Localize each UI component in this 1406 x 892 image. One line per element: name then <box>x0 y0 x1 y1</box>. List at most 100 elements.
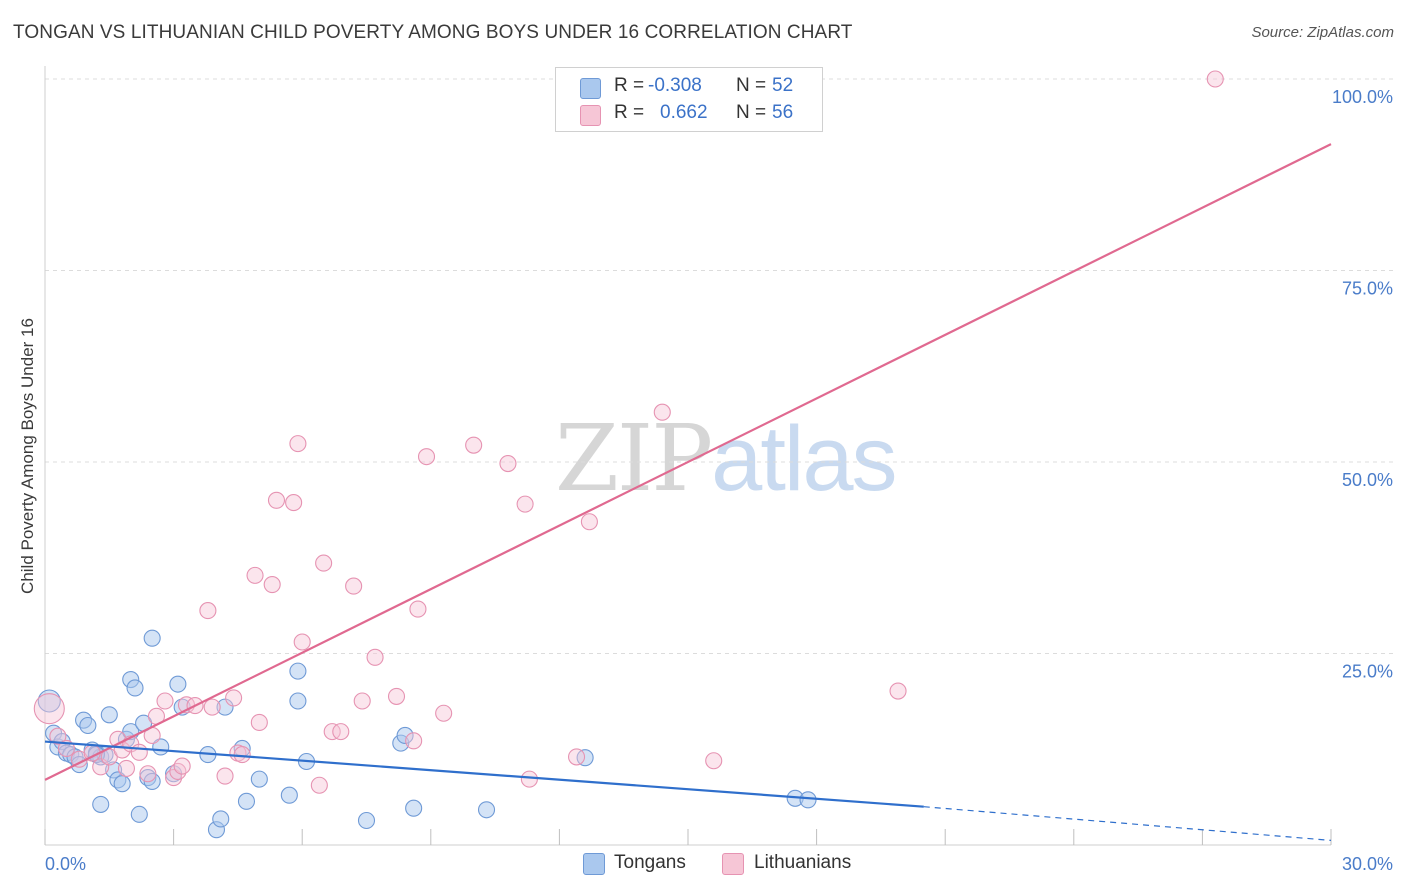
lithuanian-point <box>285 494 303 512</box>
lithuanian-point <box>267 491 286 509</box>
tongan-point <box>289 692 307 710</box>
tongan-point <box>100 706 118 724</box>
lithuanian-point <box>520 770 538 788</box>
tongan-point <box>396 726 414 745</box>
lithuanian-point <box>387 687 406 705</box>
x-tick-label: 30.0% <box>1342 854 1393 874</box>
legend-label-tongans: Tongans <box>614 852 686 873</box>
lithuanian-point <box>567 748 586 766</box>
legend-r-label: R = <box>614 102 645 123</box>
lithuanian-point <box>203 698 221 716</box>
y-tick-label: 50.0% <box>1342 470 1393 490</box>
tongan-point <box>237 792 256 810</box>
lithuanian-trend-line <box>44 143 1332 781</box>
tongan-point <box>92 795 110 813</box>
y-tick-label: 25.0% <box>1342 662 1393 682</box>
legend-r-value: 0.662 <box>660 102 708 123</box>
lithuanian-point <box>323 723 341 741</box>
tongan-point <box>113 775 131 793</box>
tongan-point <box>576 749 594 767</box>
lithuanian-point <box>465 436 483 454</box>
tongan-point <box>79 716 97 735</box>
legend-n-value: 52 <box>772 75 794 96</box>
legend-n-label: N = <box>736 102 767 123</box>
series-legend: Tongans Lithuanians <box>0 852 1406 878</box>
legend-r-label: R = <box>614 75 645 96</box>
lithuanian-point <box>417 448 436 466</box>
legend-n-value: 56 <box>772 102 794 123</box>
lithuanian-point <box>405 732 423 750</box>
tongan-trend-extension <box>923 806 1332 842</box>
y-tick-label: 100.0% <box>1332 87 1393 107</box>
tongan-point <box>130 805 148 823</box>
watermark-zip: ZIP <box>555 405 713 512</box>
legend-row-tongans: R = -0.308 N = 52 <box>556 75 822 101</box>
legend-label-lithuanians: Lithuanians <box>754 852 852 873</box>
lithuanian-point <box>1206 70 1224 88</box>
lithuanian-point <box>293 633 311 651</box>
tongan-point <box>37 689 61 713</box>
tick-labels: 25.0% 50.0% 75.0% 100.0% 0.0% 30.0% <box>45 87 1393 874</box>
lithuanian-point <box>173 757 191 775</box>
lithuanian-point <box>49 727 67 745</box>
legend-r-value: -0.308 <box>648 75 702 96</box>
lithuanian-point <box>889 682 907 700</box>
tongan-point <box>799 791 817 809</box>
tongan-point <box>289 662 307 680</box>
lithuanian-point <box>130 743 148 761</box>
lithuanian-point <box>499 454 517 473</box>
lithuanian-point <box>435 704 453 722</box>
y-tick-label: 75.0% <box>1342 279 1393 299</box>
lithuanian-swatch <box>580 105 601 126</box>
watermark-atlas: atlas <box>711 408 897 510</box>
tongan-point <box>250 770 268 788</box>
grid <box>45 78 1396 654</box>
tongan-legend-swatch <box>583 853 605 875</box>
lithuanian-point <box>366 648 384 666</box>
trend-lines <box>44 143 1332 842</box>
lithuanian-point <box>315 554 333 572</box>
lithuanian-point <box>289 435 307 453</box>
tongan-point <box>405 799 423 817</box>
lithuanian-point <box>225 689 243 707</box>
lithuanian-legend-swatch <box>722 853 744 875</box>
lithuanian-point <box>580 513 598 531</box>
lithuanian-point <box>353 692 371 710</box>
tongan-point <box>216 698 234 716</box>
lithuanian-point <box>310 776 328 794</box>
tongan-swatch <box>580 78 601 99</box>
lithuanian-point <box>332 723 350 741</box>
lithuanian-points <box>33 70 1224 794</box>
axes <box>44 66 1332 846</box>
tongan-point <box>169 675 187 693</box>
lithuanian-point <box>139 765 157 783</box>
x-tick-label: 0.0% <box>45 854 86 874</box>
lithuanian-point <box>250 713 268 731</box>
tongan-trend-line <box>44 740 924 808</box>
lithuanian-point <box>233 746 251 764</box>
watermark: ZIPatlas <box>555 405 898 512</box>
lithuanian-point <box>263 576 281 594</box>
tongan-point <box>280 786 298 804</box>
lithuanian-point <box>117 759 135 777</box>
lithuanian-point <box>516 495 534 513</box>
tongan-point <box>477 801 496 819</box>
tongan-point <box>143 629 161 647</box>
tongan-point <box>212 810 230 828</box>
lithuanian-point <box>345 577 363 595</box>
lithuanian-point <box>156 692 174 710</box>
chart-title: TONGAN VS LITHUANIAN CHILD POVERTY AMONG… <box>13 22 853 43</box>
source-label: Source: ZipAtlas.com <box>1251 24 1394 41</box>
lithuanian-point <box>705 752 723 770</box>
lithuanian-point <box>246 566 264 584</box>
tongan-point <box>357 811 376 830</box>
lithuanian-point <box>216 767 234 785</box>
lithuanian-point <box>409 600 427 618</box>
lithuanian-point <box>653 403 671 421</box>
correlation-legend: R = -0.308 N = 52 R = 0.662 N = 56 <box>555 67 823 132</box>
tongan-point <box>126 679 144 697</box>
legend-row-lithuanians: R = 0.662 N = 56 <box>556 102 822 128</box>
lithuanian-point <box>199 602 217 620</box>
legend-n-label: N = <box>736 75 767 96</box>
